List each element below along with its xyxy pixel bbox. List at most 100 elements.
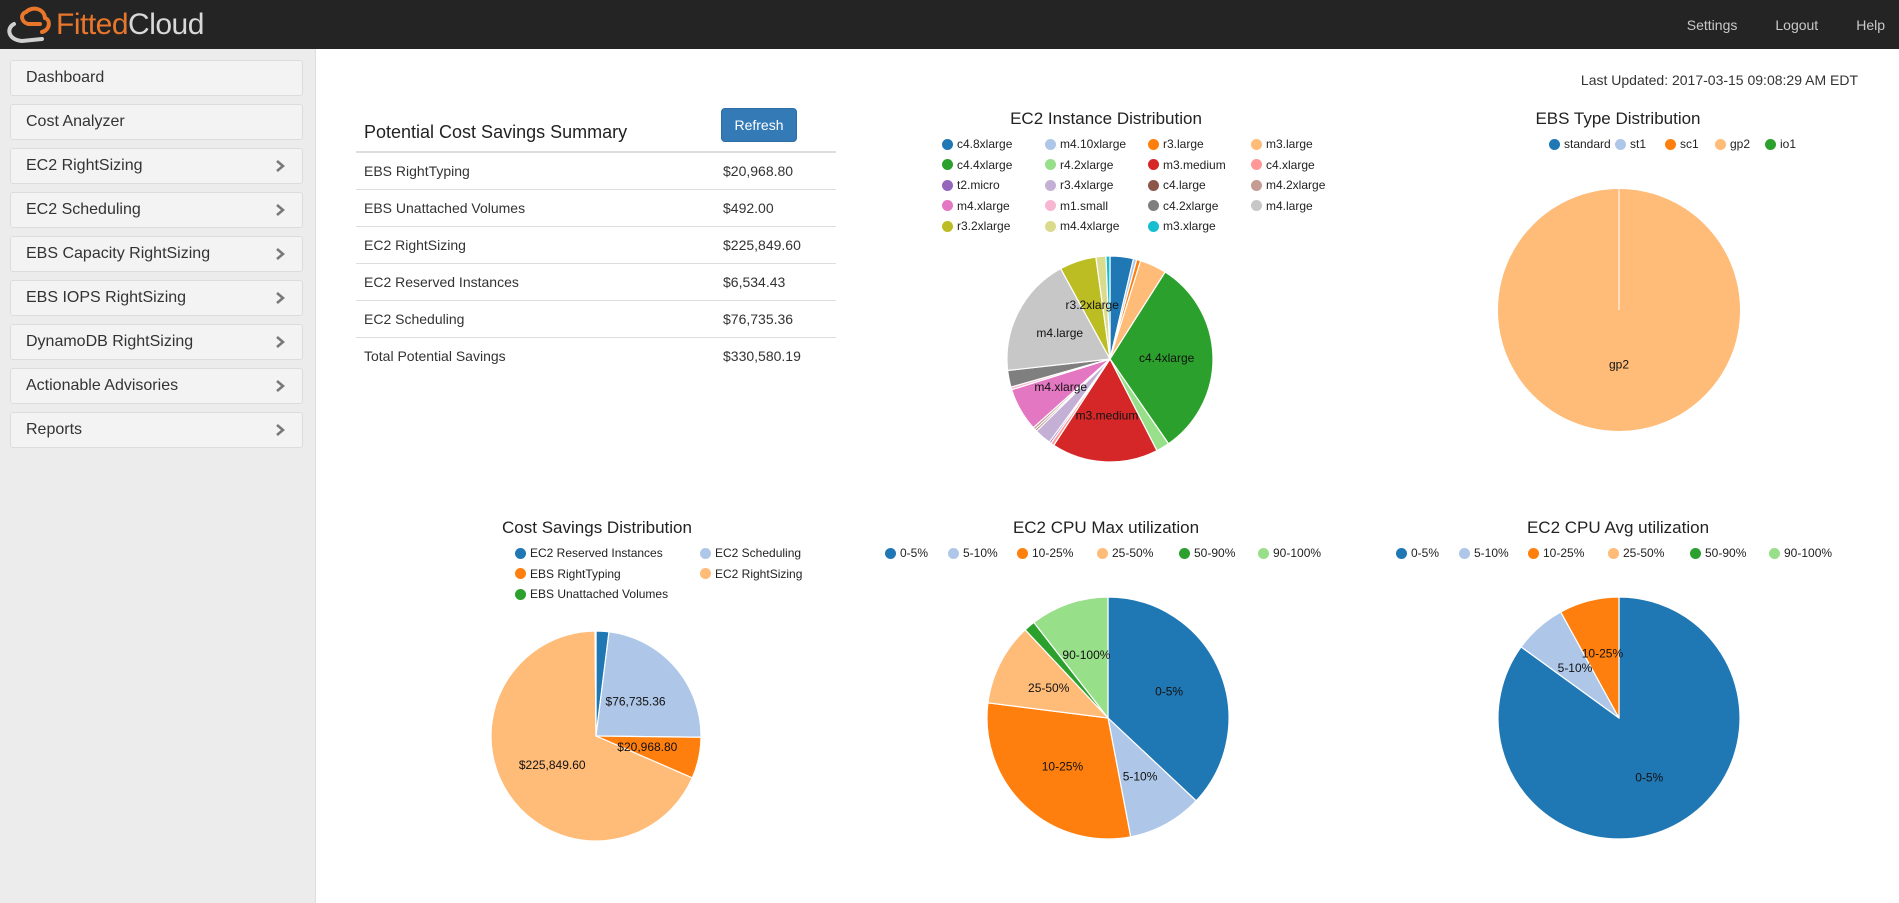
sidebar-item-ebs-iops-rightsizing[interactable]: EBS IOPS RightSizing	[10, 280, 303, 316]
sidebar-item-cost-analyzer[interactable]: Cost Analyzer	[10, 104, 303, 140]
legend-label: c4.4xlarge	[957, 157, 1013, 172]
logout-link[interactable]: Logout	[1775, 16, 1819, 33]
legend-label: m4.large	[1266, 198, 1313, 213]
legend-item-st1[interactable]: st1	[1615, 137, 1646, 151]
sidebar-item-dynamodb-rightsizing[interactable]: DynamoDB RightSizing	[10, 324, 303, 360]
legend-swatch	[1148, 220, 1159, 232]
pie-slice-25-50-[interactable]	[987, 628, 1110, 719]
pie-slice-10-25-[interactable]	[986, 702, 1132, 840]
legend-item-m3-medium[interactable]: m3.medium	[1148, 158, 1226, 172]
legend-item-25-50-[interactable]: 25-50%	[1097, 546, 1153, 560]
legend-item-c4-4xlarge[interactable]: c4.4xlarge	[942, 158, 1012, 172]
legend-item-c4-2xlarge[interactable]: c4.2xlarge	[1148, 199, 1218, 213]
legend-swatch	[1148, 138, 1159, 150]
legend-label: 50-90%	[1705, 546, 1747, 560]
legend-item-m4-xlarge[interactable]: m4.xlarge	[942, 199, 1010, 213]
legend-item-r3-large[interactable]: r3.large	[1148, 137, 1204, 151]
legend-item-50-90-[interactable]: 50-90%	[1179, 546, 1235, 560]
pie-slice-m3-xlarge[interactable]	[1105, 255, 1111, 360]
legend-swatch	[1549, 138, 1560, 150]
legend-label: m4.2xlarge	[1266, 178, 1326, 192]
legend-item-gp2[interactable]: gp2	[1715, 137, 1750, 151]
legend-item-standard[interactable]: standard	[1549, 137, 1611, 151]
row-label: EC2 Scheduling	[356, 300, 723, 338]
pie-slice-5-10-[interactable]	[1107, 716, 1198, 838]
legend-item-m4-large[interactable]: m4.large	[1251, 199, 1313, 213]
row-label: EC2 RightSizing	[356, 226, 723, 264]
legend-swatch	[1179, 547, 1190, 559]
legend-item-r3-2xlarge[interactable]: r3.2xlarge	[942, 219, 1010, 233]
legend-item-m1-small[interactable]: m1.small	[1045, 199, 1108, 213]
legend-item-90-100-[interactable]: 90-100%	[1769, 546, 1832, 560]
legend-label: EC2 Scheduling	[715, 546, 802, 560]
pie-slice-label: 0-5%	[1635, 770, 1663, 784]
legend-item-io1[interactable]: io1	[1765, 137, 1796, 151]
legend-item-m4-4xlarge[interactable]: m4.4xlarge	[1045, 219, 1119, 233]
legend-swatch	[1251, 159, 1262, 170]
settings-link[interactable]: Settings	[1686, 16, 1738, 33]
pie-slice-ec2-scheduling[interactable]	[595, 631, 702, 738]
legend-item-ebs-righttyping[interactable]: EBS RightTyping	[515, 567, 621, 581]
row-value: $76,735.36	[723, 300, 836, 338]
legend-item-m4-2xlarge[interactable]: m4.2xlarge	[1251, 178, 1325, 192]
sidebar-item-ec2-rightsizing[interactable]: EC2 RightSizing	[10, 148, 303, 184]
summary-table: EBS RightTyping $20,968.80 EBS Unattached…	[356, 150, 836, 374]
pie-slice-c4-4xlarge[interactable]	[1109, 271, 1214, 445]
legend-item-r4-2xlarge[interactable]: r4.2xlarge	[1045, 158, 1113, 172]
pie-slice-label: $76,735.36	[606, 694, 666, 708]
legend-item-ec2-scheduling[interactable]: EC2 Scheduling	[700, 546, 801, 560]
refresh-button[interactable]: Refresh	[721, 108, 797, 142]
legend-item-5-10-[interactable]: 5-10%	[948, 546, 998, 560]
pie-slice-90-100-[interactable]	[1032, 596, 1109, 720]
help-link[interactable]: Help	[1856, 16, 1885, 33]
legend-item-0-5-[interactable]: 0-5%	[885, 546, 928, 560]
legend-label: 0-5%	[900, 546, 929, 560]
legend-item-m4-10xlarge[interactable]: m4.10xlarge	[1045, 137, 1126, 151]
sidebar-item-actionable-advisories[interactable]: Actionable Advisories	[10, 368, 303, 404]
chevron-right-icon	[276, 336, 285, 348]
legend-item-10-25-[interactable]: 10-25%	[1017, 546, 1073, 560]
row-value: $492.00	[723, 189, 836, 227]
pie-slice-10-25-[interactable]	[1559, 596, 1620, 719]
legend-label: EC2 Reserved Instances	[530, 546, 663, 560]
legend-item-m3-xlarge[interactable]: m3.xlarge	[1148, 219, 1216, 233]
legend-item-10-25-[interactable]: 10-25%	[1528, 546, 1584, 560]
legend-swatch	[1045, 220, 1056, 232]
sidebar-item-ec2-scheduling[interactable]: EC2 Scheduling	[10, 192, 303, 228]
pie-slice-0-5-[interactable]	[1107, 596, 1230, 802]
legend-item-r3-4xlarge[interactable]: r3.4xlarge	[1045, 178, 1113, 192]
legend-item-5-10-[interactable]: 5-10%	[1459, 546, 1509, 560]
legend-item-ebs-unattached-volumes[interactable]: EBS Unattached Volumes	[515, 587, 668, 601]
legend-item-0-5-[interactable]: 0-5%	[1396, 546, 1439, 560]
pie-slice-ec2-rightsizing[interactable]	[490, 630, 694, 842]
row-value: $20,968.80	[723, 163, 794, 179]
pie-slice-m4-large[interactable]	[1006, 267, 1111, 372]
sidebar-item-ebs-capacity-rightsizing[interactable]: EBS Capacity RightSizing	[10, 236, 303, 272]
legend-swatch	[700, 547, 711, 559]
legend-item-t2-micro[interactable]: t2.micro	[942, 178, 1000, 192]
legend-item-ec2-reserved-instances[interactable]: EC2 Reserved Instances	[515, 546, 663, 560]
legend-item-sc1[interactable]: sc1	[1665, 137, 1699, 151]
legend-label: c4.xlarge	[1266, 157, 1315, 172]
legend-item-50-90-[interactable]: 50-90%	[1690, 546, 1746, 560]
pie-slice-m3-medium[interactable]	[1052, 357, 1158, 463]
pie-slice-ebs-unattached-volumes[interactable]	[594, 630, 597, 737]
table-row: EBS RightTyping $20,968.80	[356, 152, 836, 190]
row-label: EBS RightTyping	[364, 163, 470, 179]
legend-swatch	[1251, 179, 1262, 191]
sidebar-item-reports[interactable]: Reports	[10, 412, 303, 448]
legend-item-25-50-[interactable]: 25-50%	[1608, 546, 1664, 560]
legend-item-c4-xlarge[interactable]: c4.xlarge	[1251, 158, 1315, 172]
legend-item-c4-large[interactable]: c4.large	[1148, 178, 1206, 192]
legend-label: 90-100%	[1273, 546, 1322, 560]
legend-swatch	[1148, 159, 1159, 170]
legend-label: 25-50%	[1112, 546, 1154, 560]
legend-item-ec2-rightsizing[interactable]: EC2 RightSizing	[700, 567, 802, 581]
fittedcloud-logo[interactable]: FittedCloud	[4, 3, 204, 47]
legend-item-90-100-[interactable]: 90-100%	[1258, 546, 1321, 560]
sidebar-item-dashboard[interactable]: Dashboard	[10, 60, 303, 96]
table-row: EBS Unattached Volumes $492.00	[356, 189, 836, 227]
legend-item-m3-large[interactable]: m3.large	[1251, 137, 1313, 151]
legend-item-c4-8xlarge[interactable]: c4.8xlarge	[942, 137, 1012, 151]
legend-swatch	[1045, 200, 1056, 211]
